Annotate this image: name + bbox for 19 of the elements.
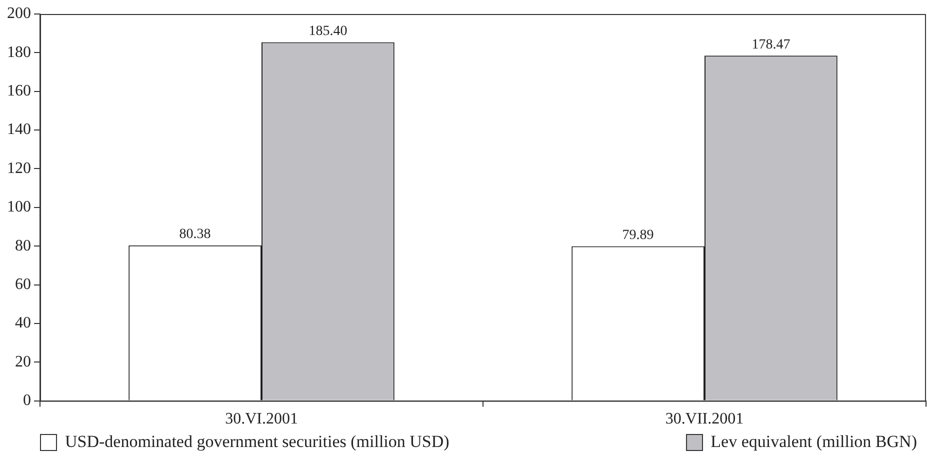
data-label: 185.40 bbox=[308, 24, 348, 39]
y-tick-label: 20 bbox=[15, 353, 31, 370]
y-tick-label: 160 bbox=[7, 82, 31, 100]
y-tick-label: 0 bbox=[23, 392, 31, 410]
y-tick-label: 120 bbox=[7, 160, 31, 177]
legend-label: Lev equivalent (million BGN) bbox=[710, 432, 917, 452]
y-tick-label: 80 bbox=[15, 237, 31, 254]
data-label: 79.89 bbox=[622, 228, 654, 243]
y-tick-label: 100 bbox=[7, 198, 31, 216]
y-tick-label: 60 bbox=[15, 276, 31, 293]
x-tick-label: 30.VI.2001 bbox=[225, 410, 298, 428]
data-label: 80.38 bbox=[179, 227, 211, 242]
x-tick-label: 30.VII.2001 bbox=[665, 410, 744, 428]
text: USD-denominated government securities (million USD) bbox=[65, 432, 450, 452]
y-tick-label: 40 bbox=[15, 314, 31, 332]
y-tick-label: 200 bbox=[7, 5, 31, 22]
y-tick-label: 180 bbox=[7, 44, 31, 61]
data-label: 178.47 bbox=[752, 37, 790, 52]
y-tick-label: 140 bbox=[7, 121, 31, 138]
